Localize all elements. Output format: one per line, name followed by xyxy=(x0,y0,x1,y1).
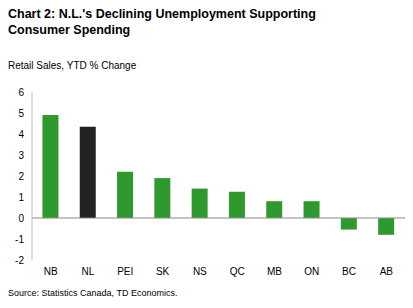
svg-text:1: 1 xyxy=(18,192,24,203)
svg-text:-1: -1 xyxy=(15,234,24,245)
svg-text:AB: AB xyxy=(380,266,394,277)
svg-text:2: 2 xyxy=(18,171,24,182)
svg-text:4: 4 xyxy=(18,129,24,140)
svg-text:PEI: PEI xyxy=(117,266,133,277)
svg-text:NS: NS xyxy=(193,266,207,277)
svg-text:ON: ON xyxy=(304,266,319,277)
svg-text:NB: NB xyxy=(44,266,58,277)
svg-text:QC: QC xyxy=(230,266,245,277)
html-text:Retail Sales, YTD % Change: Retail Sales, YTD % Change xyxy=(8,60,137,71)
svg-text:6: 6 xyxy=(18,87,24,98)
svg-text:BC: BC xyxy=(342,266,356,277)
svg-text:0: 0 xyxy=(18,213,24,224)
html-text:Chart 2: N.L.'s Declining Unem: Chart 2: N.L.'s Declining Unemployment S… xyxy=(8,7,316,37)
svg-text:MB: MB xyxy=(267,266,282,277)
svg-text:SK: SK xyxy=(156,266,170,277)
html-text:Source: Statistics Canada, TD: Source: Statistics Canada, TD Economics. xyxy=(8,288,178,298)
svg-text:NL: NL xyxy=(82,266,95,277)
svg-text:5: 5 xyxy=(18,108,24,119)
svg-text:-2: -2 xyxy=(15,255,24,266)
svg-text:3: 3 xyxy=(18,150,24,161)
